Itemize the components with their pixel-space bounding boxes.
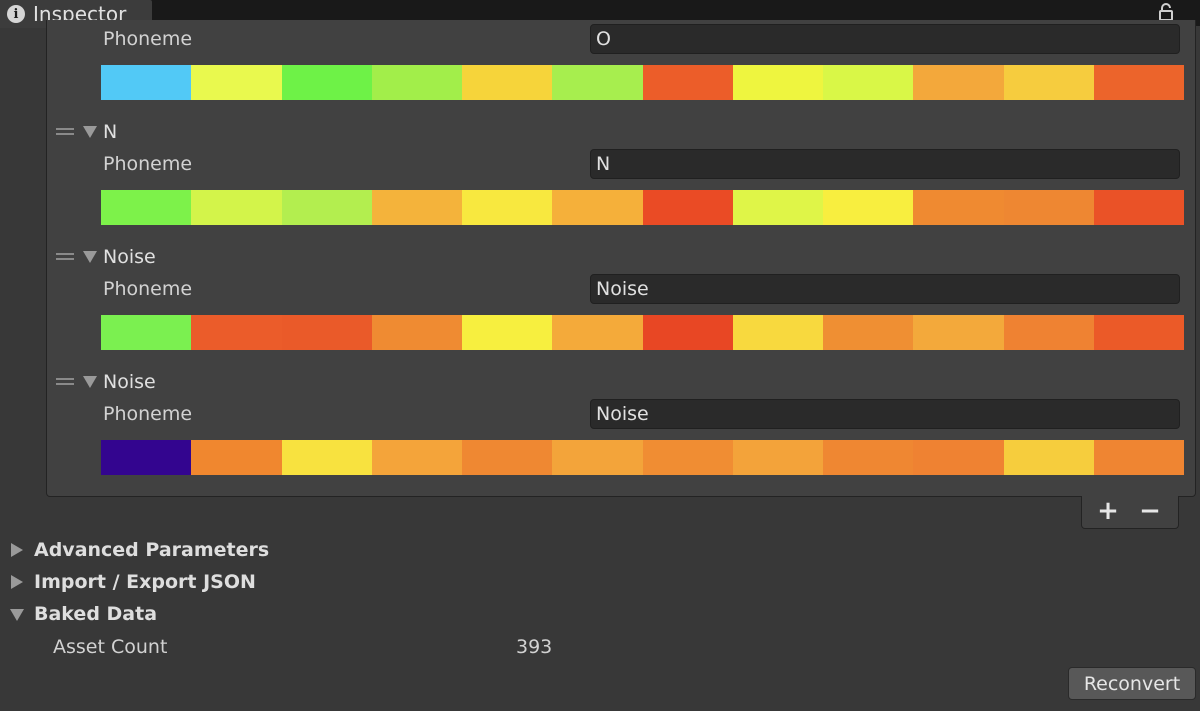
- color-segment: [462, 315, 553, 350]
- color-segment: [101, 65, 192, 100]
- drag-handle[interactable]: [56, 378, 74, 385]
- color-segment: [1003, 190, 1094, 225]
- color-segment: [1093, 190, 1184, 225]
- color-segment: [642, 65, 733, 100]
- color-segment: [371, 65, 462, 100]
- phoneme-color-bar: [101, 190, 1184, 225]
- list-footer: + −: [1081, 496, 1179, 529]
- section-advanced-parameters[interactable]: Advanced Parameters: [34, 539, 270, 561]
- foldout-down-icon[interactable]: [10, 609, 24, 621]
- foldout-arrow-icon[interactable]: [83, 376, 97, 388]
- color-segment: [913, 190, 1004, 225]
- phoneme-label: Phoneme: [103, 28, 193, 50]
- color-segment: [552, 190, 643, 225]
- foldout-right-icon[interactable]: [11, 575, 23, 589]
- color-segment: [191, 315, 282, 350]
- color-segment: [913, 315, 1004, 350]
- add-element-button[interactable]: +: [1097, 496, 1119, 526]
- drag-handle[interactable]: [56, 128, 74, 135]
- color-segment: [101, 315, 192, 350]
- color-segment: [1003, 315, 1094, 350]
- remove-element-button[interactable]: −: [1139, 496, 1161, 526]
- color-segment: [823, 65, 914, 100]
- reconvert-button[interactable]: Reconvert: [1068, 667, 1196, 700]
- color-segment: [913, 440, 1004, 475]
- asset-count-label: Asset Count: [53, 636, 168, 658]
- element-header[interactable]: Noise: [103, 371, 156, 393]
- phoneme-label: Phoneme: [103, 278, 193, 300]
- color-segment: [281, 190, 372, 225]
- foldout-arrow-icon[interactable]: [83, 251, 97, 263]
- drag-handle[interactable]: [56, 253, 74, 260]
- color-segment: [642, 315, 733, 350]
- lock-icon[interactable]: [1158, 3, 1174, 21]
- color-segment: [552, 65, 643, 100]
- color-segment: [1093, 315, 1184, 350]
- color-segment: [191, 190, 282, 225]
- color-segment: [281, 65, 372, 100]
- color-segment: [281, 440, 372, 475]
- color-segment: [281, 315, 372, 350]
- color-segment: [732, 440, 823, 475]
- color-segment: [823, 315, 914, 350]
- color-segment: [191, 65, 282, 100]
- color-segment: [732, 190, 823, 225]
- color-segment: [101, 190, 192, 225]
- color-segment: [642, 440, 733, 475]
- color-segment: [1093, 440, 1184, 475]
- color-segment: [1093, 65, 1184, 100]
- color-segment: [642, 190, 733, 225]
- phoneme-field[interactable]: Noise: [590, 274, 1180, 304]
- color-segment: [552, 440, 643, 475]
- color-segment: [191, 440, 282, 475]
- color-segment: [732, 65, 823, 100]
- phoneme-label: Phoneme: [103, 403, 193, 425]
- asset-count-value: 393: [516, 636, 553, 658]
- color-segment: [552, 315, 643, 350]
- element-header[interactable]: N: [103, 121, 118, 143]
- color-segment: [1003, 65, 1094, 100]
- foldout-right-icon[interactable]: [11, 543, 23, 557]
- color-segment: [823, 440, 914, 475]
- phoneme-color-bar: [101, 65, 1184, 100]
- color-segment: [371, 315, 462, 350]
- info-icon: i: [7, 5, 25, 23]
- color-segment: [371, 190, 462, 225]
- phoneme-field[interactable]: N: [590, 149, 1180, 179]
- element-header[interactable]: Noise: [103, 246, 156, 268]
- section-baked-data[interactable]: Baked Data: [34, 603, 158, 625]
- color-segment: [823, 190, 914, 225]
- phoneme-field[interactable]: Noise: [590, 399, 1180, 429]
- phoneme-field[interactable]: O: [590, 24, 1180, 54]
- color-segment: [101, 440, 192, 475]
- color-segment: [462, 190, 553, 225]
- color-segment: [913, 65, 1004, 100]
- color-segment: [732, 315, 823, 350]
- color-segment: [371, 440, 462, 475]
- color-segment: [1003, 440, 1094, 475]
- section-import-export-json[interactable]: Import / Export JSON: [34, 571, 256, 593]
- foldout-arrow-icon[interactable]: [83, 126, 97, 138]
- color-segment: [462, 65, 553, 100]
- phoneme-color-bar: [101, 315, 1184, 350]
- phoneme-label: Phoneme: [103, 153, 193, 175]
- phoneme-color-bar: [101, 440, 1184, 475]
- color-segment: [462, 440, 553, 475]
